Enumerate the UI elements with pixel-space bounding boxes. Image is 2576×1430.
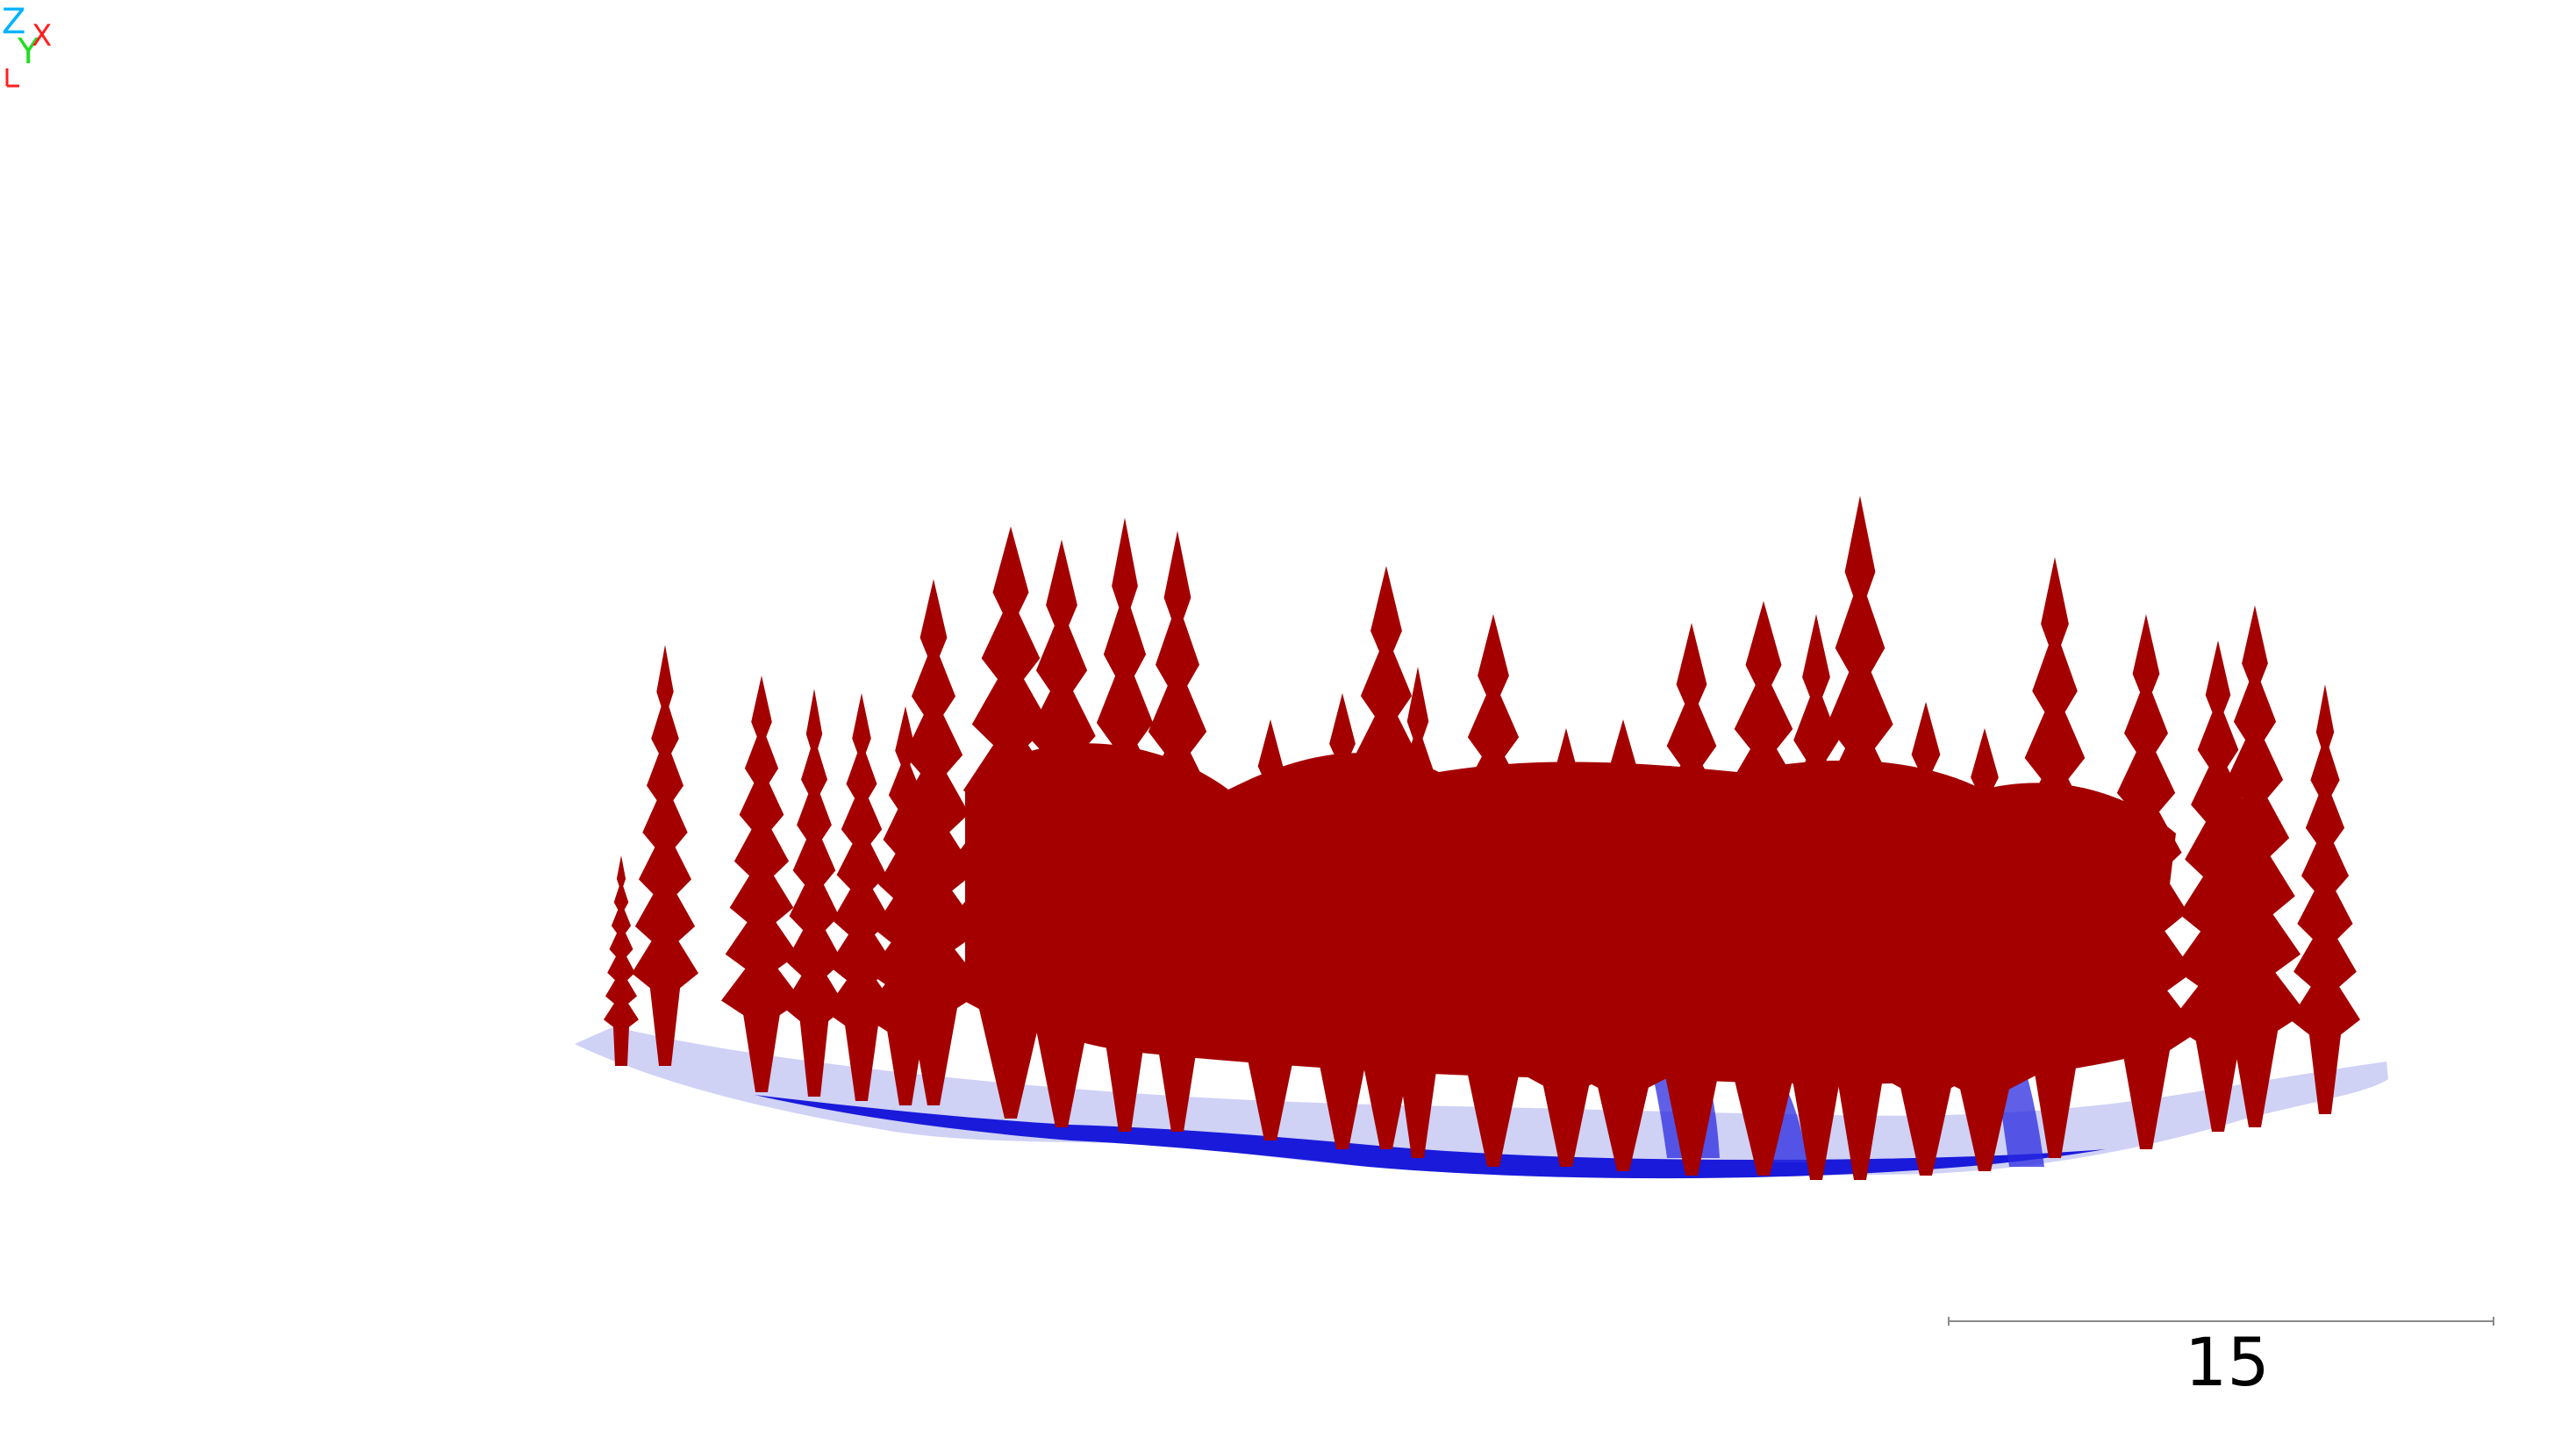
tree-26 bbox=[2093, 614, 2199, 1149]
tree-11 bbox=[1125, 531, 1230, 1132]
ground-points-dense bbox=[755, 1095, 2106, 1179]
tree-16 bbox=[1432, 614, 1555, 1167]
scale-bar-line bbox=[1948, 1317, 2494, 1326]
tree-28 bbox=[2204, 605, 2306, 1127]
scale-bar-label: 15 bbox=[2185, 1323, 2270, 1401]
vegetation-points bbox=[604, 496, 2360, 1180]
axis-z-label: Z bbox=[2, 2, 25, 42]
axis-x-label: X bbox=[32, 18, 51, 54]
tree-15 bbox=[1376, 667, 1460, 1158]
tree-24 bbox=[1930, 728, 2039, 1171]
scale-bar: 15 bbox=[1948, 1317, 2496, 1426]
axis-orientation-gizmo: Z Y X bbox=[2, 2, 51, 88]
tree-5 bbox=[825, 693, 898, 1101]
axis-y-label: Y bbox=[17, 32, 39, 72]
tree-29 bbox=[2290, 684, 2360, 1114]
tree-25 bbox=[2000, 557, 2109, 1158]
tree-2 bbox=[632, 645, 698, 1066]
tree-1 bbox=[604, 855, 639, 1066]
tree-12 bbox=[1221, 719, 1320, 1140]
tree-3 bbox=[721, 676, 802, 1092]
tree-4 bbox=[783, 689, 846, 1097]
